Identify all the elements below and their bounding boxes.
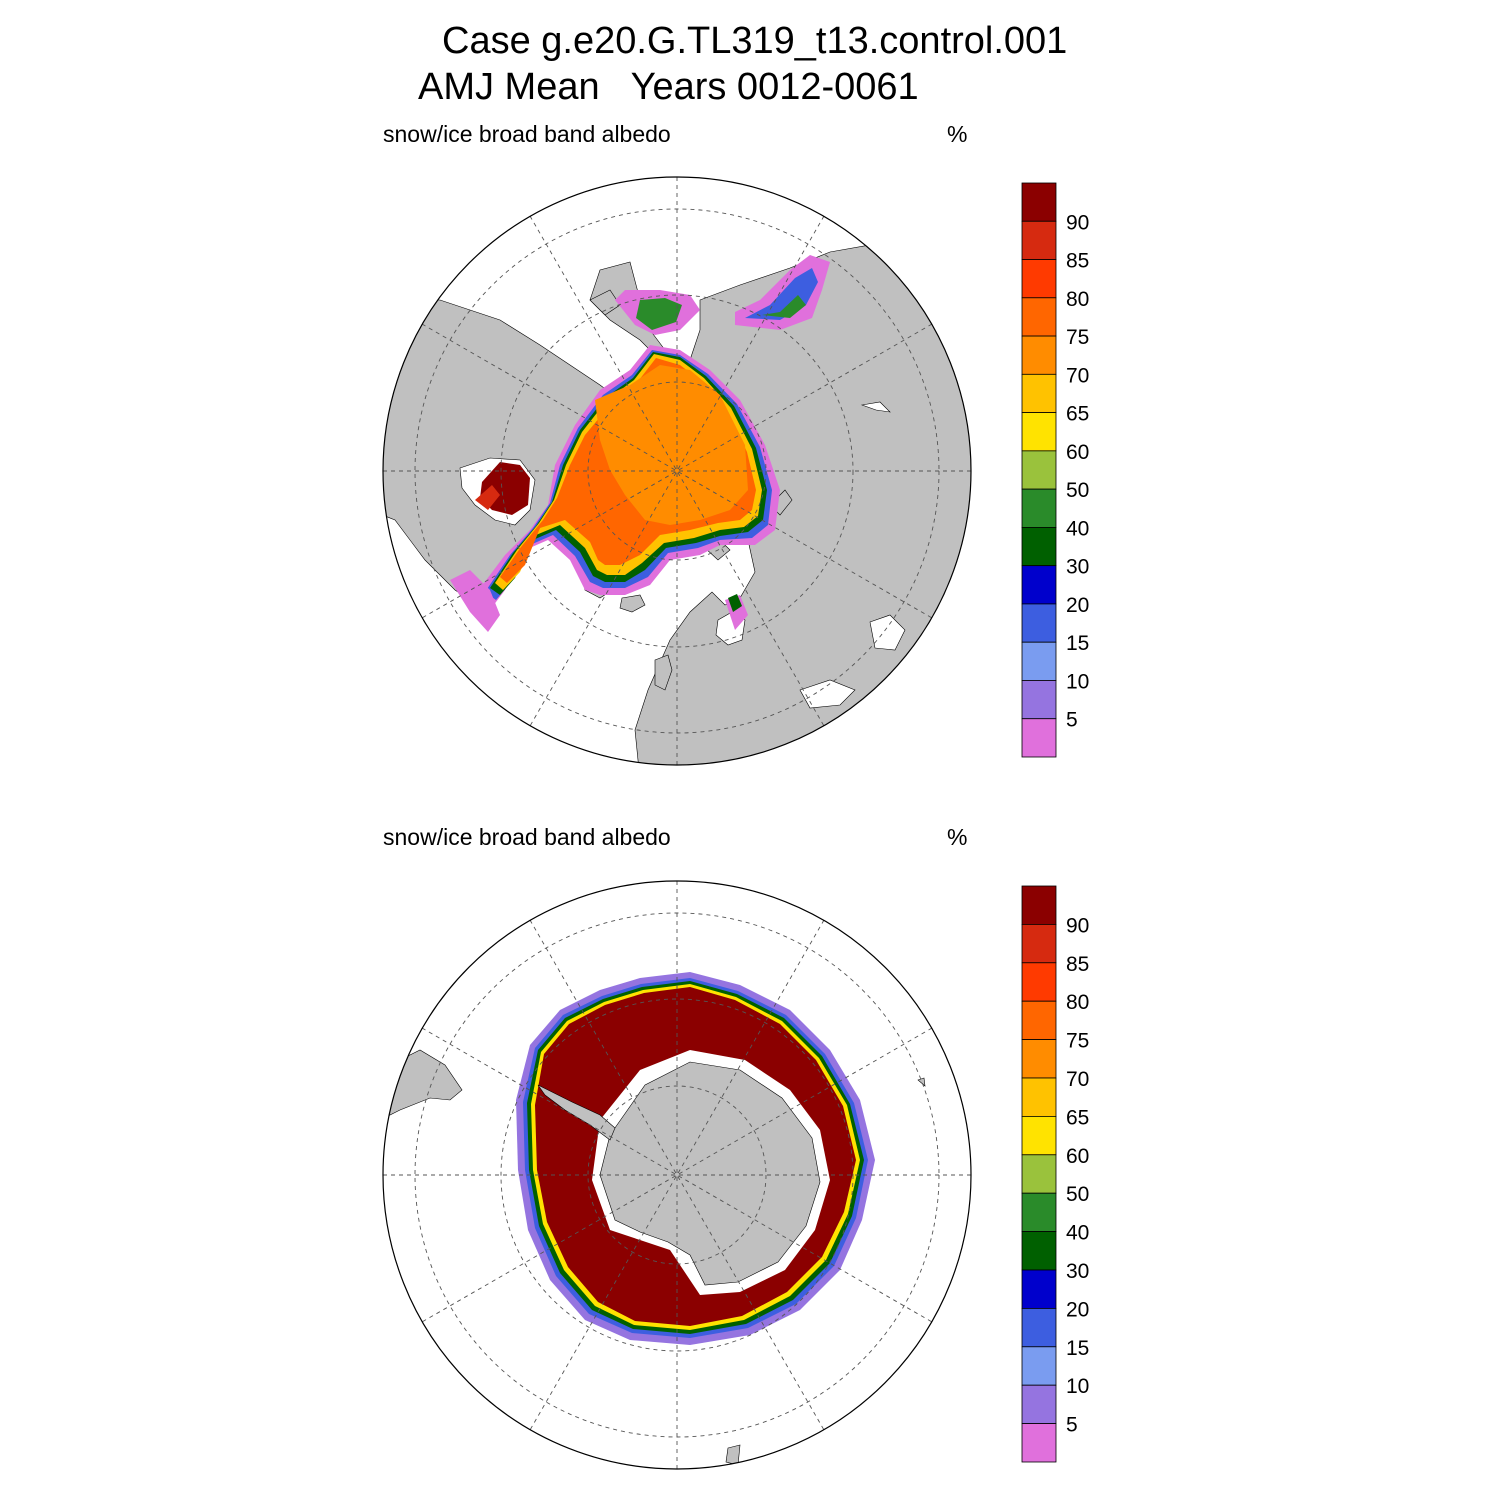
south-colorbar-tick-label: 65: [1066, 1106, 1089, 1129]
south-colorbar-tick-label: 15: [1066, 1337, 1089, 1360]
north-map-border: [382, 176, 972, 766]
north-polar-map: [382, 176, 972, 766]
north-colorbar: 90 85 80 75 70 65 60 50 40 30 20 15 10 5: [1021, 182, 1089, 758]
figure-title-line-2: AMJ Mean Years 0012-0061: [418, 66, 919, 108]
north-colorbar-swatch: [1021, 680, 1057, 720]
south-colorbar: 90 85 80 75 70 65 60 50 40 30 20 15 10 5: [1021, 885, 1089, 1463]
south-land: [383, 1049, 926, 1466]
south-colorbar-tick-label: 75: [1066, 1030, 1089, 1053]
north-colorbar-swatch: [1021, 259, 1057, 299]
north-colorbar-tick-label: 20: [1066, 594, 1089, 617]
north-colorbar-tick-label: 80: [1066, 288, 1089, 311]
south-colorbar-swatch: [1021, 1308, 1057, 1348]
south-colorbar-tick-label: 30: [1066, 1260, 1089, 1283]
north-colorbar-swatch: [1021, 335, 1057, 375]
south-colorbar-tick-label: 80: [1066, 991, 1089, 1014]
north-colorbar-tick-label: 40: [1066, 517, 1089, 540]
south-colorbar-swatch: [1021, 1154, 1057, 1194]
south-colorbar-swatch: [1021, 1000, 1057, 1041]
north-colorbar-tick-label: 70: [1066, 364, 1089, 387]
north-colorbar-swatch: [1021, 450, 1057, 490]
south-colorbar-swatch: [1021, 885, 1057, 925]
north-graticule: [383, 177, 971, 765]
south-map-border: [382, 880, 972, 1470]
south-colorbar-tick-label: 5: [1066, 1414, 1078, 1437]
south-colorbar-tick-label: 50: [1066, 1183, 1089, 1206]
north-colorbar-swatch: [1021, 641, 1057, 681]
figure-title-line-1: Case g.e20.G.TL319_t13.control.001: [442, 20, 1068, 62]
north-colorbar-swatch: [1021, 220, 1057, 260]
south-colorbar-tick-label: 90: [1066, 914, 1089, 937]
south-colorbar-swatch: [1021, 1269, 1057, 1309]
south-colorbar-swatch: [1021, 1116, 1057, 1156]
north-colorbar-tick-label: 50: [1066, 479, 1089, 502]
south-colorbar-tick-label: 70: [1066, 1068, 1089, 1091]
north-colorbar-tick-label: 85: [1066, 250, 1089, 273]
north-colorbar-swatch: [1021, 718, 1057, 758]
south-colorbar-swatch: [1021, 1231, 1057, 1271]
north-colorbar-tick-label: 75: [1066, 326, 1089, 349]
north-lake-black-sea: [799, 679, 856, 709]
north-colorbar-tick-label: 90: [1066, 211, 1089, 234]
north-sea-ice: [450, 255, 830, 632]
south-colorbar-swatch: [1021, 1346, 1057, 1386]
north-lake-caspian: [869, 614, 906, 651]
south-colorbar-tick-label: 85: [1066, 953, 1089, 976]
south-colorbar-swatch: [1021, 1423, 1057, 1463]
south-colorbar-swatch: [1021, 924, 1057, 964]
north-colorbar-tick-label: 5: [1066, 709, 1078, 732]
south-graticule: [383, 881, 971, 1469]
north-colorbar-swatch: [1021, 373, 1057, 414]
north-colorbar-tick-label: 15: [1066, 632, 1089, 655]
south-colorbar-tick-label: 10: [1066, 1375, 1089, 1398]
south-land-antarctica: [599, 1061, 821, 1286]
north-colorbar-swatch: [1021, 603, 1057, 643]
north-colorbar-tick-label: 10: [1066, 670, 1089, 693]
north-colorbar-tick-label: 60: [1066, 441, 1089, 464]
south-colorbar-swatch: [1021, 1192, 1057, 1232]
south-colorbar-tick-label: 60: [1066, 1145, 1089, 1168]
north-colorbar-swatch: [1021, 182, 1057, 222]
north-colorbar-swatch: [1021, 565, 1057, 605]
north-colorbar-tick-label: 65: [1066, 403, 1089, 426]
south-variable-label: snow/ice broad band albedo: [383, 824, 671, 850]
south-colorbar-swatch: [1021, 1384, 1057, 1424]
north-land-iceland: [619, 594, 646, 613]
south-colorbar-swatch: [1021, 962, 1057, 1002]
north-units-label: %: [947, 121, 968, 147]
north-land-british-isles: [654, 654, 673, 691]
south-colorbar-tick-label: 40: [1066, 1222, 1089, 1245]
north-colorbar-swatch: [1021, 488, 1057, 528]
south-polar-map: [382, 880, 972, 1470]
north-colorbar-swatch: [1021, 412, 1057, 452]
south-colorbar-swatch: [1021, 1077, 1057, 1117]
north-lake-baikal: [860, 401, 891, 413]
south-colorbar-swatch: [1021, 1039, 1057, 1079]
north-colorbar-tick-label: 30: [1066, 556, 1089, 579]
south-colorbar-tick-label: 20: [1066, 1298, 1089, 1321]
north-variable-label: snow/ice broad band albedo: [383, 121, 671, 147]
south-land-island: [725, 1444, 741, 1466]
south-units-label: %: [947, 824, 968, 850]
north-colorbar-swatch: [1021, 527, 1057, 567]
north-colorbar-swatch: [1021, 297, 1057, 337]
